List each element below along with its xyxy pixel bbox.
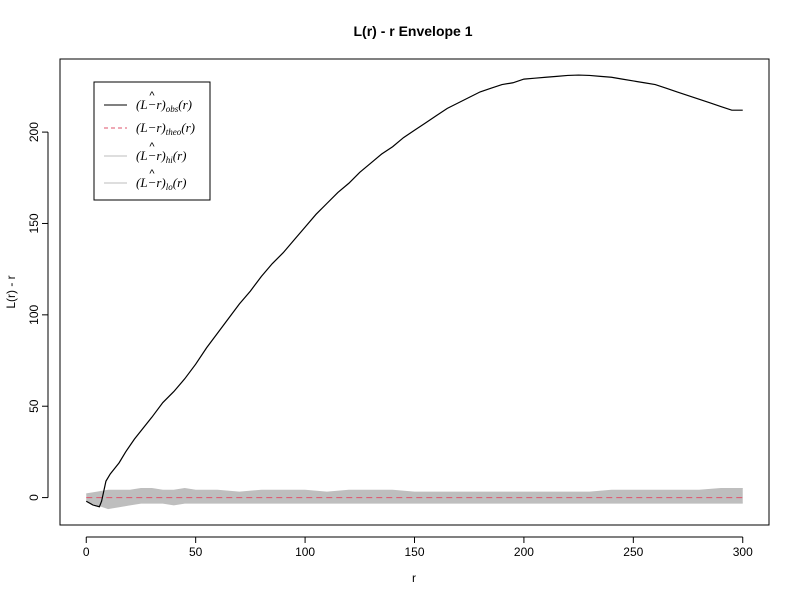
- y-tick-label: 150: [27, 213, 41, 233]
- envelope-band: [86, 488, 743, 509]
- legend-box: [93, 81, 211, 201]
- legend-label-hi: (L−r)hi(r): [136, 148, 186, 165]
- x-axis: 0 50 100 150 200 250 300: [83, 536, 753, 559]
- plot-frame: [59, 58, 770, 526]
- x-tick-label: 100: [295, 545, 315, 559]
- legend-label-obs: (L−r)obs(r): [136, 97, 192, 114]
- series-line-hi: [86, 487, 743, 495]
- series-line-lo: [86, 500, 743, 510]
- x-tick-label: 50: [189, 545, 203, 559]
- legend-label-lo: (L−r)lo(r): [136, 175, 186, 192]
- series-line-obs: [85, 74, 743, 508]
- series-layer: [85, 74, 743, 510]
- x-tick-label: 250: [623, 545, 643, 559]
- legend-label-theo: (L−r)theo(r): [136, 120, 195, 137]
- x-tick-label: 300: [733, 545, 753, 559]
- x-tick-label: 150: [404, 545, 424, 559]
- legend-hat-obs: ^: [149, 90, 155, 102]
- envelope-layer: [86, 488, 743, 509]
- x-axis-label: r: [412, 571, 416, 585]
- y-axis: 0 50 100 150 200: [27, 122, 49, 501]
- y-tick-label: 0: [27, 494, 41, 501]
- x-tick-label: 200: [514, 545, 534, 559]
- legend-hat-hi: ^: [149, 141, 155, 153]
- x-tick-label: 0: [83, 545, 90, 559]
- y-tick-label: 200: [27, 122, 41, 142]
- y-tick-label: 100: [27, 305, 41, 325]
- y-axis-label: L(r) - r: [4, 275, 18, 308]
- chart-title: L(r) - r Envelope 1: [353, 23, 472, 39]
- legend-hat-lo: ^: [149, 168, 155, 180]
- y-tick-label: 50: [27, 399, 41, 413]
- legend: (L−r)obs(r)^(L−r)theo(r)(L−r)hi(r)^(L−r)…: [93, 81, 211, 201]
